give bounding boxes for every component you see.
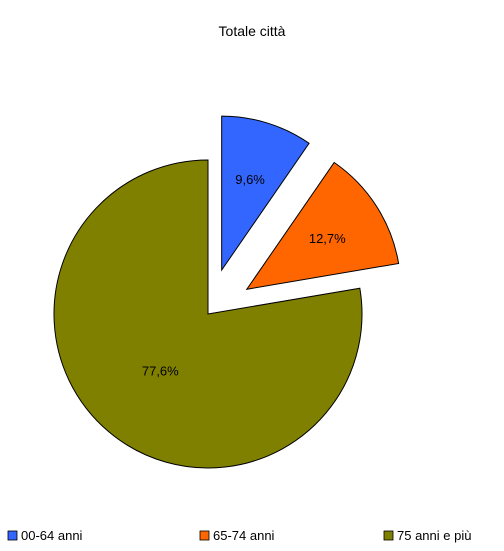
pie-slice-1 bbox=[221, 115, 310, 272]
slice-label-3: 77,6% bbox=[142, 363, 179, 378]
legend-label-1: 00-64 anni bbox=[21, 528, 83, 543]
chart-title: Totale città bbox=[219, 23, 286, 39]
pie-slice-2 bbox=[245, 161, 400, 290]
pie-slices: 9,6% 12,7% 77,6% bbox=[53, 115, 400, 469]
pie-slice-3 bbox=[53, 159, 363, 469]
slice-label-1: 9,6% bbox=[235, 172, 265, 187]
legend-swatch-3 bbox=[383, 530, 394, 541]
legend: 00-64 anni 65-74 anni 75 anni e più bbox=[7, 528, 471, 543]
legend-label-3: 75 anni e più bbox=[397, 528, 471, 543]
legend-swatch-1 bbox=[7, 530, 18, 541]
legend-label-2: 65-74 anni bbox=[213, 528, 275, 543]
slice-label-2: 12,7% bbox=[309, 231, 346, 246]
legend-swatch-2 bbox=[199, 530, 210, 541]
